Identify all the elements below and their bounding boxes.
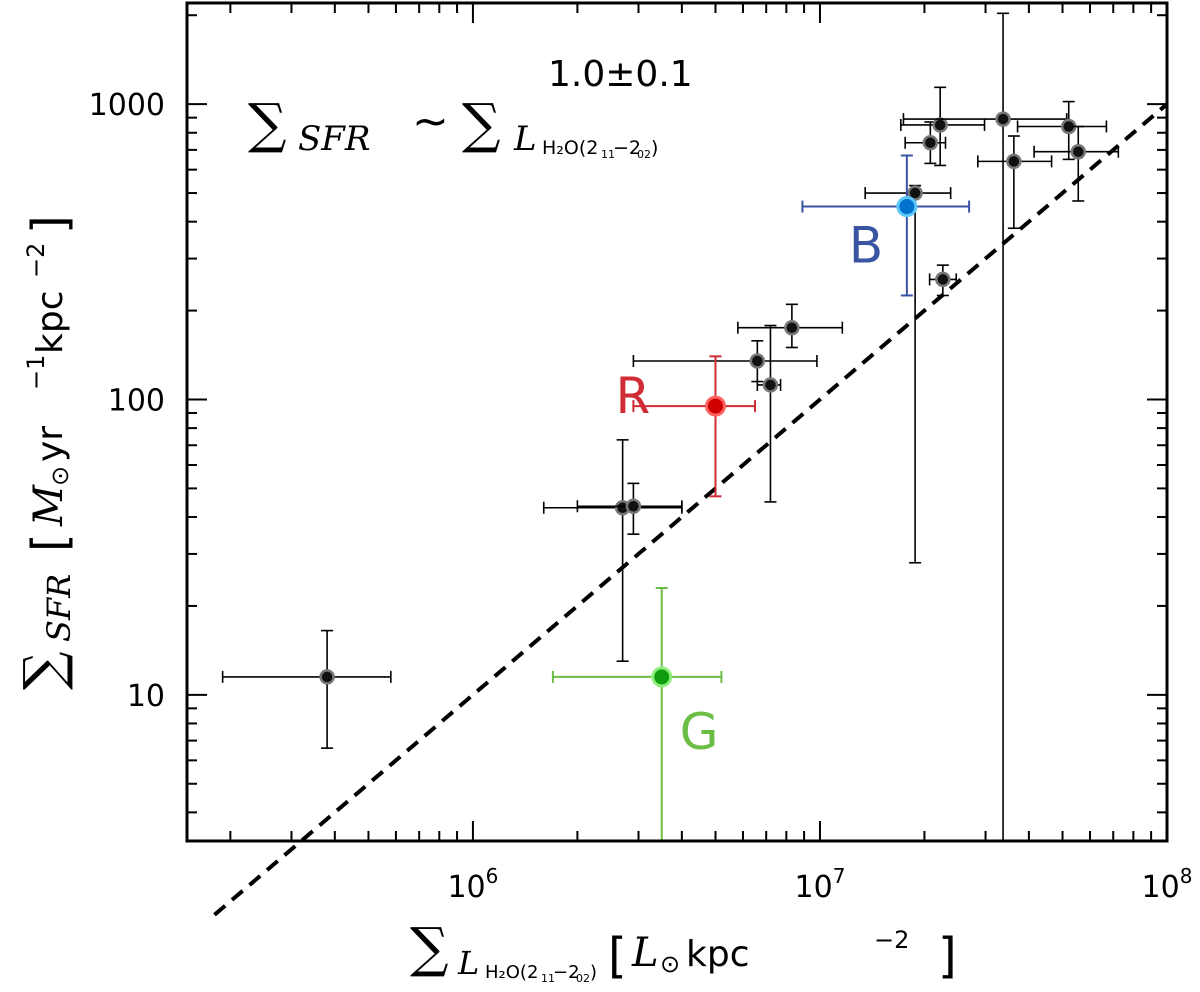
y-axis-label: ∑ SFR [ M ⊙ yr −1 kpc −2 ] (12, 215, 78, 690)
data-point (904, 121, 947, 165)
xlabel-unit-exp: −2 (874, 926, 909, 954)
xlabel-sigma: ∑ (410, 916, 449, 979)
series-g (551, 587, 723, 841)
data-layer (221, 12, 1120, 841)
relation-rhs-sub-t1: 11 (601, 148, 615, 161)
xlabel-unit-symbol: L (631, 930, 659, 976)
data-point (801, 154, 971, 297)
marker (762, 377, 779, 393)
marker (1006, 153, 1022, 170)
relation-tilde: ~ (412, 96, 449, 147)
series-label-g: G (680, 703, 719, 761)
relation-annotation: ∑ SFR ~ ∑ L H₂O(2 11 −2 02 ) 1.0±0.1 (248, 54, 693, 161)
marker (922, 135, 939, 151)
xlabel-unit-open: [ (608, 928, 627, 984)
relation-rhs-sub-symbol: L (513, 119, 537, 159)
xlabel-sub-t1: 11 (541, 972, 555, 985)
xlabel-unit-close: ] (938, 928, 957, 984)
marker (995, 111, 1011, 127)
x-tick-label: 106 (447, 864, 498, 905)
data-point (900, 86, 986, 167)
ylabel-unit-sun: ⊙ (46, 466, 74, 486)
series-black (221, 12, 1120, 841)
series-label-b: B (849, 217, 883, 275)
x-tick-label-base: 10 (447, 870, 485, 905)
xlabel-unit-sun: ⊙ (660, 950, 680, 978)
marker (935, 271, 951, 288)
relation-lhs-sigma: ∑ (248, 92, 287, 155)
data-point (902, 12, 1068, 841)
ylabel-unit-open: [ (22, 533, 78, 552)
marker (932, 117, 948, 133)
ylabel-unit-symbol: M (26, 484, 72, 527)
xlabel-sub-molecule: H₂O(2 (485, 962, 538, 983)
marker (749, 353, 766, 369)
tick-layer (187, 3, 1168, 841)
xlabel-unit-text: kpc (686, 934, 750, 975)
xlabel-sub-symbol: L (457, 944, 479, 982)
ylabel-unit-text2: kpc (30, 291, 71, 355)
x-tick-label-exp: 8 (1180, 864, 1193, 888)
data-point (1016, 100, 1108, 161)
x-tick-label: 108 (1142, 864, 1193, 905)
ylabel-unit-exp1: −1 (22, 355, 50, 390)
y-tick-label: 100 (108, 383, 165, 418)
relation-rhs-sub-t2: 02 (637, 148, 651, 161)
data-point (756, 324, 782, 503)
data-point (632, 355, 757, 498)
relation-exponent: 1.0±0.1 (548, 54, 693, 95)
data-point (1033, 125, 1120, 202)
relation-rhs-sigma: ∑ (462, 92, 501, 155)
series-b (801, 154, 971, 297)
x-tick-label-base: 10 (1142, 870, 1180, 905)
xlabel-sub-t2: 02 (576, 972, 590, 985)
series-label-r: R (615, 367, 650, 425)
x-tick-label-base: 10 (795, 870, 833, 905)
x-tick-label: 107 (795, 864, 846, 905)
ylabel-unit-text1: yr (30, 426, 71, 462)
y-tick-label: 1000 (89, 88, 165, 123)
data-point (221, 629, 392, 749)
marker (651, 666, 673, 688)
y-tick-label: 10 (127, 679, 165, 714)
series-r (632, 355, 757, 498)
relation-lhs-sub: SFR (298, 119, 370, 159)
marker (896, 196, 918, 218)
x-tick-label-exp: 7 (833, 864, 846, 888)
marker (704, 395, 726, 417)
data-point (977, 135, 1053, 230)
data-point (632, 340, 818, 383)
ylabel-unit-close: ] (22, 215, 78, 234)
marker (907, 185, 923, 201)
data-point (737, 303, 844, 349)
ylabel-sub: SFR (40, 574, 78, 642)
marker (784, 319, 800, 336)
ylabel-unit-exp2: −2 (22, 243, 50, 278)
data-point (551, 587, 723, 841)
x-axis-label: ∑ L H₂O(2 11 −2 02 ) [ L ⊙ kpc −2 ] (410, 916, 957, 985)
marker (625, 498, 642, 515)
plot-frame (185, 1, 1169, 843)
xlabel-sub-close: ) (590, 962, 597, 983)
data-point (864, 184, 952, 564)
xlabel-sub-dash: −2 (553, 962, 580, 983)
marker (1070, 143, 1087, 160)
data-point (576, 482, 683, 535)
fit-layer (213, 102, 1169, 917)
x-tick-label-exp: 6 (486, 864, 499, 888)
relation-rhs-sub-close: ) (651, 137, 658, 159)
relation-rhs-sub-dash: −2 (613, 137, 641, 159)
marker (319, 669, 335, 685)
data-point (928, 264, 958, 297)
ylabel-sigma: ∑ (12, 651, 75, 690)
relation-rhs-sub-molecule: H₂O(2 (542, 137, 598, 159)
fit-line (213, 102, 1169, 917)
